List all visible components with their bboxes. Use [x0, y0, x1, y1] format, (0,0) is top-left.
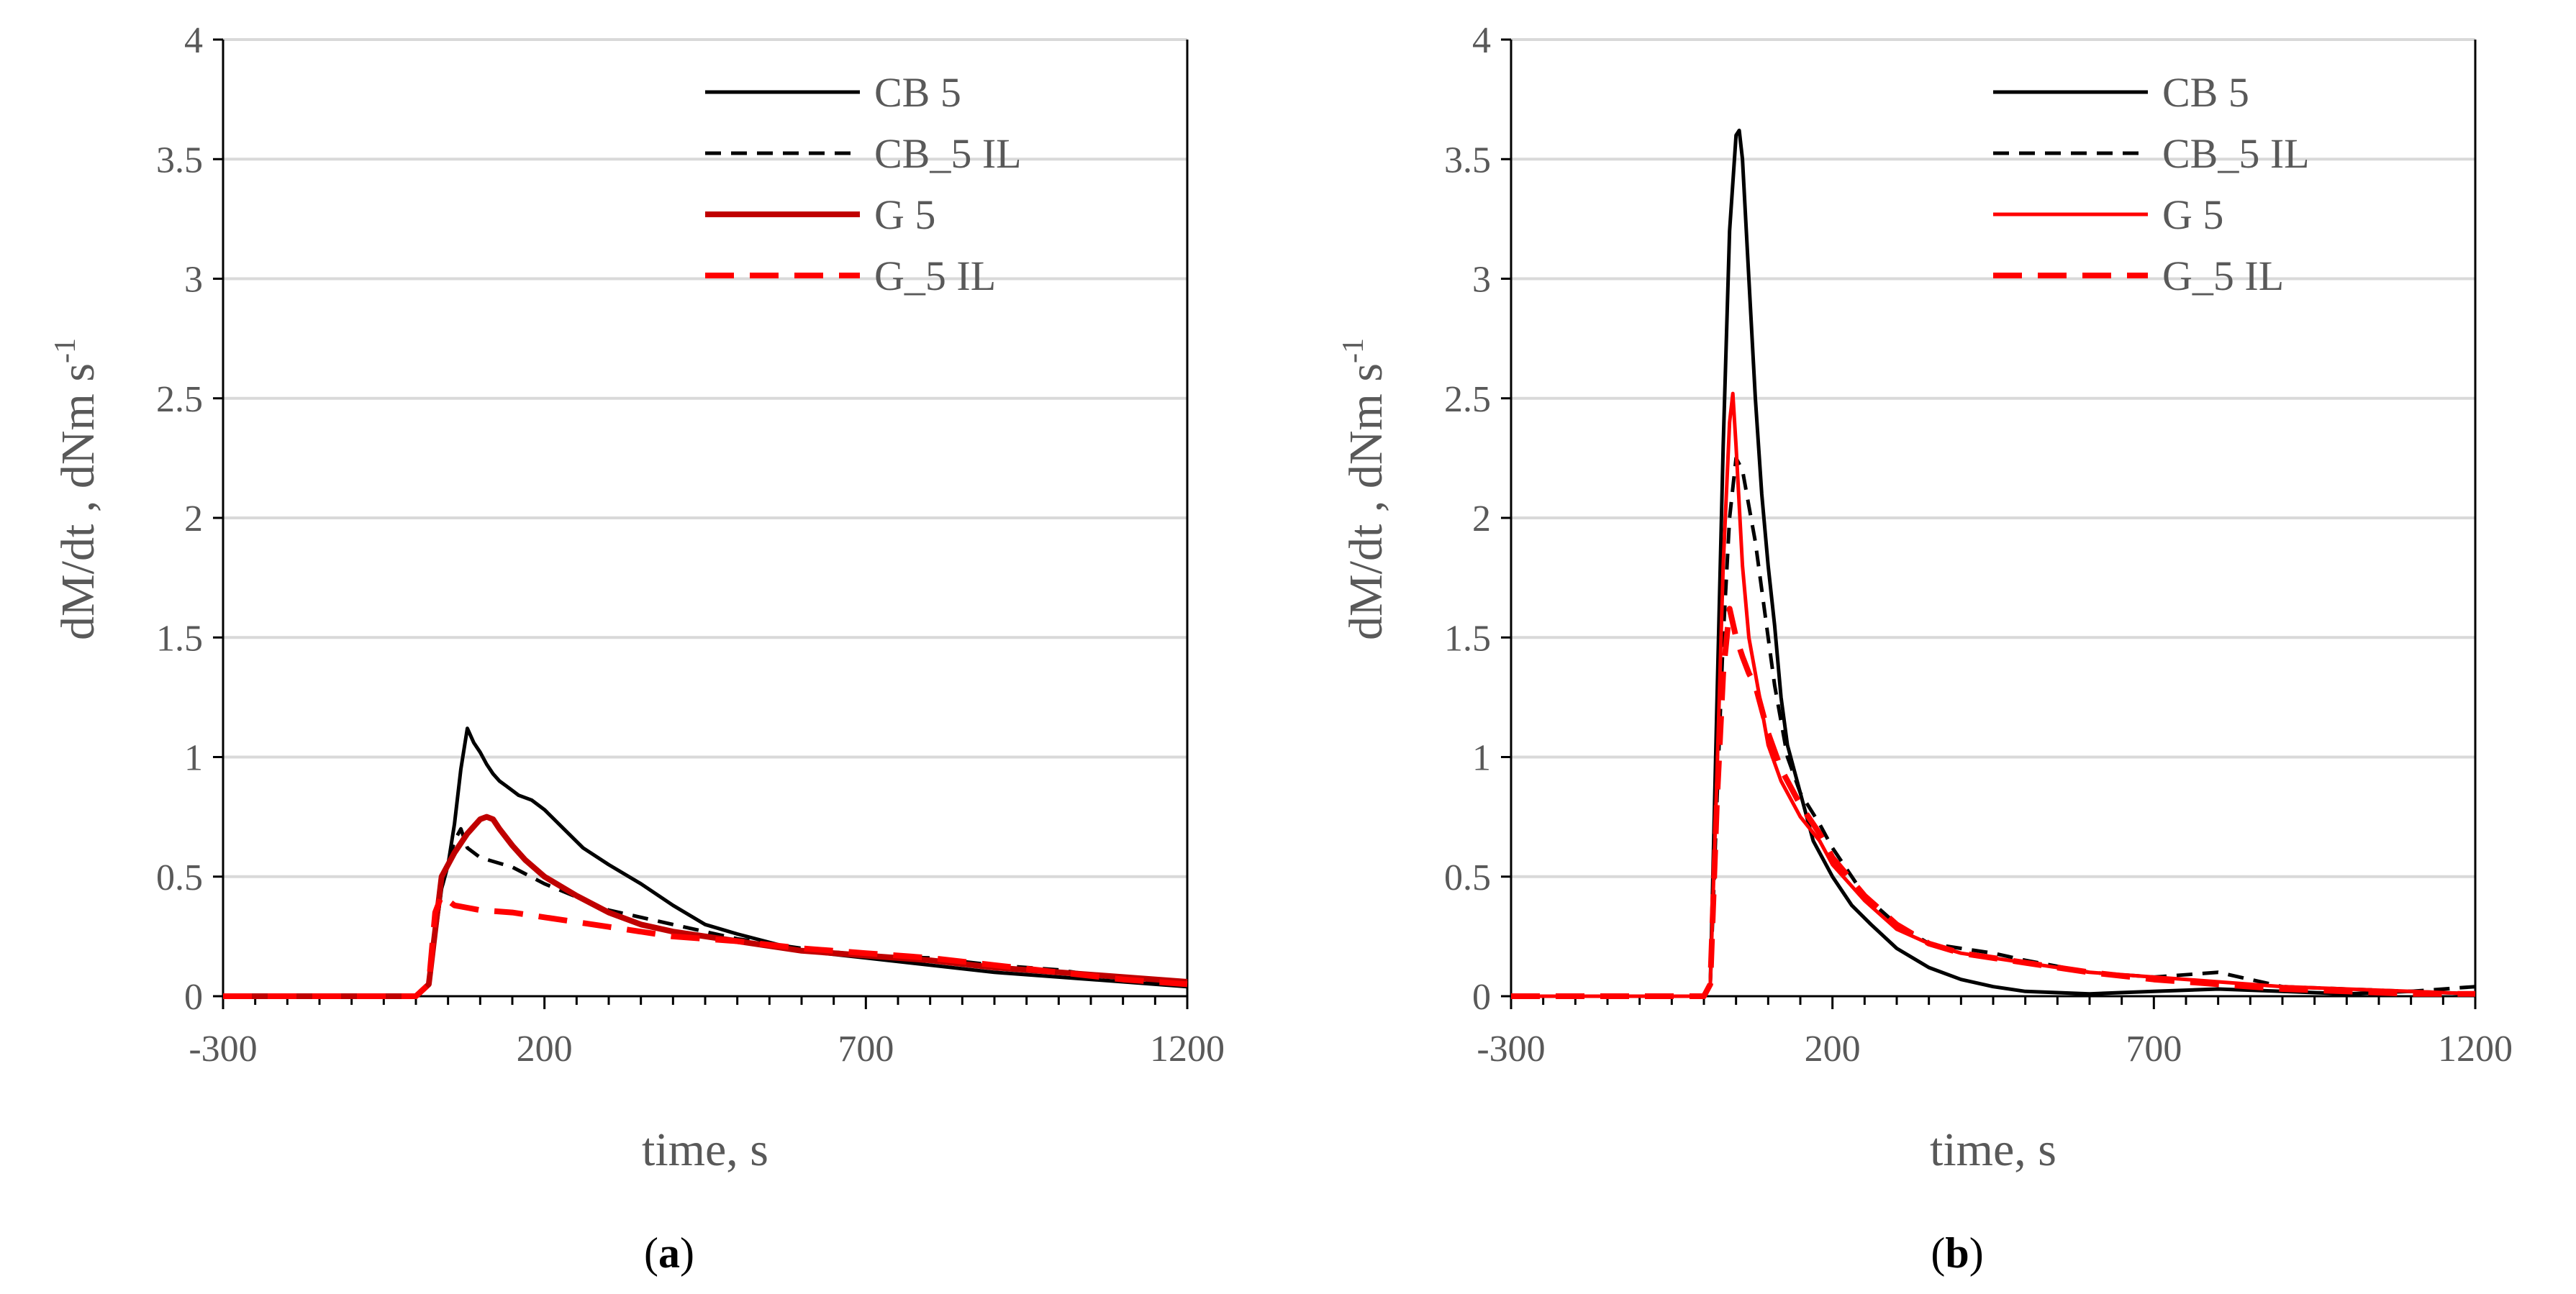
chart-panel-b: 0 0.5 1 1.5 2 2.5 3 3.5 4 -300 200 700 1200 time, s dM… [1288, 0, 2576, 1294]
y-tick-label: 1.5 [156, 618, 203, 659]
y-tick-label: 4 [184, 20, 203, 61]
x-tick-label: 200 [517, 1029, 573, 1070]
chart-a-svg: 0 0.5 1 1.5 2 2.5 3 3.5 4 -300 200 700 1200 time, s dM… [49, 20, 1225, 1277]
y-tick-label: 2 [184, 498, 203, 539]
y-tick-label: 3.5 [156, 140, 203, 181]
panel-label: (a) [644, 1229, 694, 1277]
y-axis-title: dM/dt , dNm s-1 [49, 338, 104, 640]
y-tick-label: 1 [1472, 738, 1491, 779]
series-line-g-5 [1511, 391, 2476, 998]
y-axis-title: dM/dt , dNm s-1 [1337, 338, 1392, 640]
panel-label-open: ( [644, 1229, 658, 1277]
x-axis-title: time, s [642, 1124, 768, 1176]
x-tick-label: -300 [189, 1029, 257, 1070]
legend-label: G_5 IL [2162, 252, 2284, 299]
y-axis-title-main: dM/dt , dNm s [52, 363, 104, 640]
x-tick-label: 200 [1805, 1029, 1861, 1070]
y-axis-title-superscript: -1 [49, 338, 82, 363]
legend-label: G_5 IL [874, 252, 996, 299]
chart-panel-a: 0 0.5 1 1.5 2 2.5 3 3.5 4 -300 200 700 1200 time, s dM… [49, 20, 1225, 1277]
panel-label-letter: a [658, 1229, 680, 1277]
x-tick-label: 700 [838, 1029, 894, 1070]
series-line-g-5-il [223, 893, 1188, 999]
legend-label: CB 5 [874, 69, 961, 116]
y-axis-title-main: dM/dt , dNm s [1340, 363, 1392, 640]
y-tick-label: 1.5 [1444, 618, 1491, 659]
x-axis-title: time, s [1930, 1124, 2056, 1176]
y-tick-label: 3 [1472, 260, 1491, 301]
y-tick-label: 4 [1472, 20, 1491, 61]
y-tick-label: 3.5 [1444, 140, 1491, 181]
legend-label: CB_5 IL [874, 130, 1022, 177]
y-tick-label: 0.5 [1444, 857, 1491, 898]
legend-label: G 5 [2162, 191, 2223, 238]
y-tick-label: 0.5 [156, 857, 203, 898]
y-tick-label: 0 [184, 977, 203, 1018]
series-line-cb-5-il [1511, 456, 2476, 998]
series-line-cb-5 [1511, 128, 2476, 998]
y-axis-title-superscript: -1 [1337, 338, 1370, 363]
y-tick-label: 2.5 [156, 379, 203, 420]
panel-label-open: ( [1931, 1229, 1945, 1277]
panel-label-close: ) [680, 1229, 694, 1277]
x-tick-label: 700 [2126, 1029, 2182, 1070]
y-tick-label: 3 [184, 260, 203, 301]
x-tick-label: -300 [1477, 1029, 1545, 1070]
series-line-g-5 [223, 814, 1188, 999]
chart-b-svg: 0 0.5 1 1.5 2 2.5 3 3.5 4 -300 200 700 1200 time, s dM… [1337, 20, 2513, 1277]
panel-label-letter: b [1945, 1229, 1969, 1277]
legend-label: G 5 [874, 191, 935, 238]
series-line-g-5-il [1511, 606, 2475, 999]
y-tick-label: 2 [1472, 498, 1491, 539]
y-tick-label: 0 [1472, 977, 1491, 1018]
series-line-cb-5 [223, 726, 1188, 998]
x-tick-label: 1200 [2438, 1029, 2513, 1070]
legend-label: CB 5 [2162, 69, 2249, 116]
x-tick-label: 1200 [1150, 1029, 1225, 1070]
legend-label: CB_5 IL [2162, 130, 2310, 177]
panel-label-close: ) [1969, 1229, 1984, 1277]
y-tick-label: 2.5 [1444, 379, 1491, 420]
panel-label: (b) [1931, 1229, 1983, 1277]
y-tick-label: 1 [184, 738, 203, 779]
